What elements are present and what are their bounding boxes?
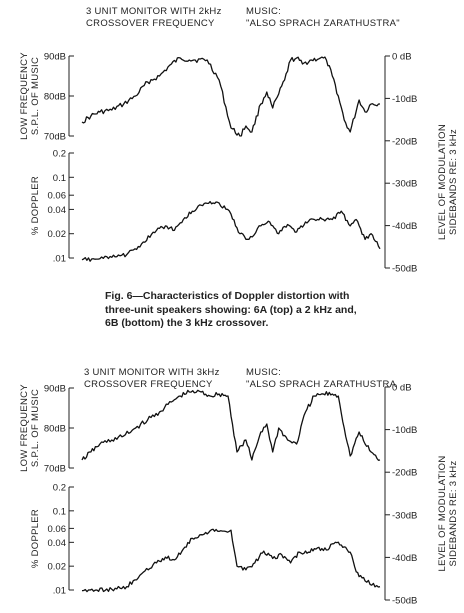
- chart-6B-lower-tick-label: 0.02: [48, 562, 67, 573]
- chart-6a-title-left-line2: CROSSOVER FREQUENCY: [86, 18, 215, 29]
- chart-6B-upper-ylabel-line1: LOW FREQUENCY: [19, 384, 30, 472]
- chart-6A-lower-ylabel: % DOPPLER: [30, 176, 41, 235]
- chart-6A-right-tick-label: -10dB: [392, 94, 417, 105]
- chart-6B-lower-tick-label: 0.06: [48, 524, 67, 535]
- chart-6B-right-tick-label: -10dB: [392, 425, 417, 436]
- chart-6A-right-tick-label: 0 dB: [392, 52, 412, 63]
- chart-6A-right-tick-label: -50dB: [392, 264, 417, 275]
- chart-6a-title-right-line2: "ALSO SPRACH ZARATHUSTRA": [246, 18, 400, 29]
- chart-6B-right-tick-label: -20dB: [392, 468, 417, 479]
- chart-6b-title-right-line1: MUSIC:: [246, 367, 281, 378]
- chart-6B-lower-tick-label: 0.1: [53, 506, 66, 517]
- chart-6B-lower-ylabel: % DOPPLER: [30, 509, 41, 568]
- chart-6B-right-tick-label: -40dB: [392, 553, 417, 564]
- chart-6B-right-tick-label: -30dB: [392, 510, 417, 521]
- chart-6B-upper-ylabel-line2: S.P.L. OF MUSIC: [30, 389, 41, 467]
- chart-6A-doppler-trace: [81, 200, 381, 262]
- chart-6B-lower-tick-label: 0.04: [48, 538, 67, 549]
- chart-6a-title-right-line1: MUSIC:: [246, 6, 281, 17]
- chart-6A-spl-trace: [81, 56, 380, 137]
- chart-6B-doppler-trace: [81, 528, 381, 593]
- chart-6B-upper-tick-label: 90dB: [44, 384, 66, 395]
- chart-6A-right-tick-label: -20dB: [392, 136, 417, 147]
- chart-6b: 3 UNIT MONITOR WITH 3kHz CROSSOVER FREQU…: [19, 367, 459, 607]
- chart-6B-upper-tick-label: 80dB: [44, 424, 66, 435]
- chart-6A-upper-tick-label: 80dB: [44, 92, 66, 103]
- chart-6B-right-ylabel-line2: SIDEBANDS RE: 3 kHz: [448, 460, 459, 566]
- chart-6B-lower-tick-label: .01: [53, 586, 66, 597]
- chart-6A-right-tick-label: -30dB: [392, 179, 417, 190]
- chart-6A-right-ylabel-line1: LEVEL OF MODULATION: [437, 124, 448, 240]
- chart-6A-lower-tick-label: 0.02: [48, 229, 67, 240]
- chart-6B-upper-tick-label: 70dB: [44, 464, 66, 475]
- chart-6a: 3 UNIT MONITOR WITH 2kHz CROSSOVER FREQU…: [19, 6, 459, 275]
- chart-6B-spl-trace: [81, 389, 381, 461]
- chart-6b-title-left-line2: CROSSOVER FREQUENCY: [84, 379, 213, 390]
- chart-6A-upper-tick-label: 70dB: [44, 132, 66, 143]
- chart-6A-lower-tick-label: 0.06: [48, 191, 67, 202]
- chart-6b-title-left-line1: 3 UNIT MONITOR WITH 3kHz: [84, 367, 220, 378]
- chart-6B-lower-tick-label: 0.2: [53, 483, 66, 494]
- chart-6A-right-ylabel-line2: SIDEBANDS RE: 3 kHz: [448, 129, 459, 235]
- chart-6B-right-tick-label: -50dB: [392, 596, 417, 607]
- chart-6A-lower-tick-label: 0.1: [53, 173, 66, 184]
- chart-6A-upper-ylabel-line2: S.P.L. OF MUSIC: [30, 57, 41, 135]
- chart-6A-upper-ylabel-line1: LOW FREQUENCY: [19, 52, 30, 140]
- chart-6A-lower-tick-label: .01: [53, 254, 66, 265]
- chart-6a-title-left-line1: 3 UNIT MONITOR WITH 2kHz: [86, 6, 222, 17]
- chart-6A-lower-tick-label: 0.2: [53, 149, 66, 160]
- chart-6A-lower-tick-label: 0.04: [48, 205, 67, 216]
- chart-6b-title-right-line2: "ALSO SPRACH ZARATHUSTRA: [246, 379, 397, 390]
- chart-6A-upper-tick-label: 90dB: [44, 52, 66, 63]
- chart-6B-right-ylabel-line1: LEVEL OF MODULATION: [437, 455, 448, 571]
- figure-caption: Fig. 6—Characteristics of Doppler distor…: [105, 290, 357, 329]
- chart-6A-right-tick-label: -40dB: [392, 221, 417, 232]
- chart-6B-right-tick-label: 0 dB: [392, 383, 412, 394]
